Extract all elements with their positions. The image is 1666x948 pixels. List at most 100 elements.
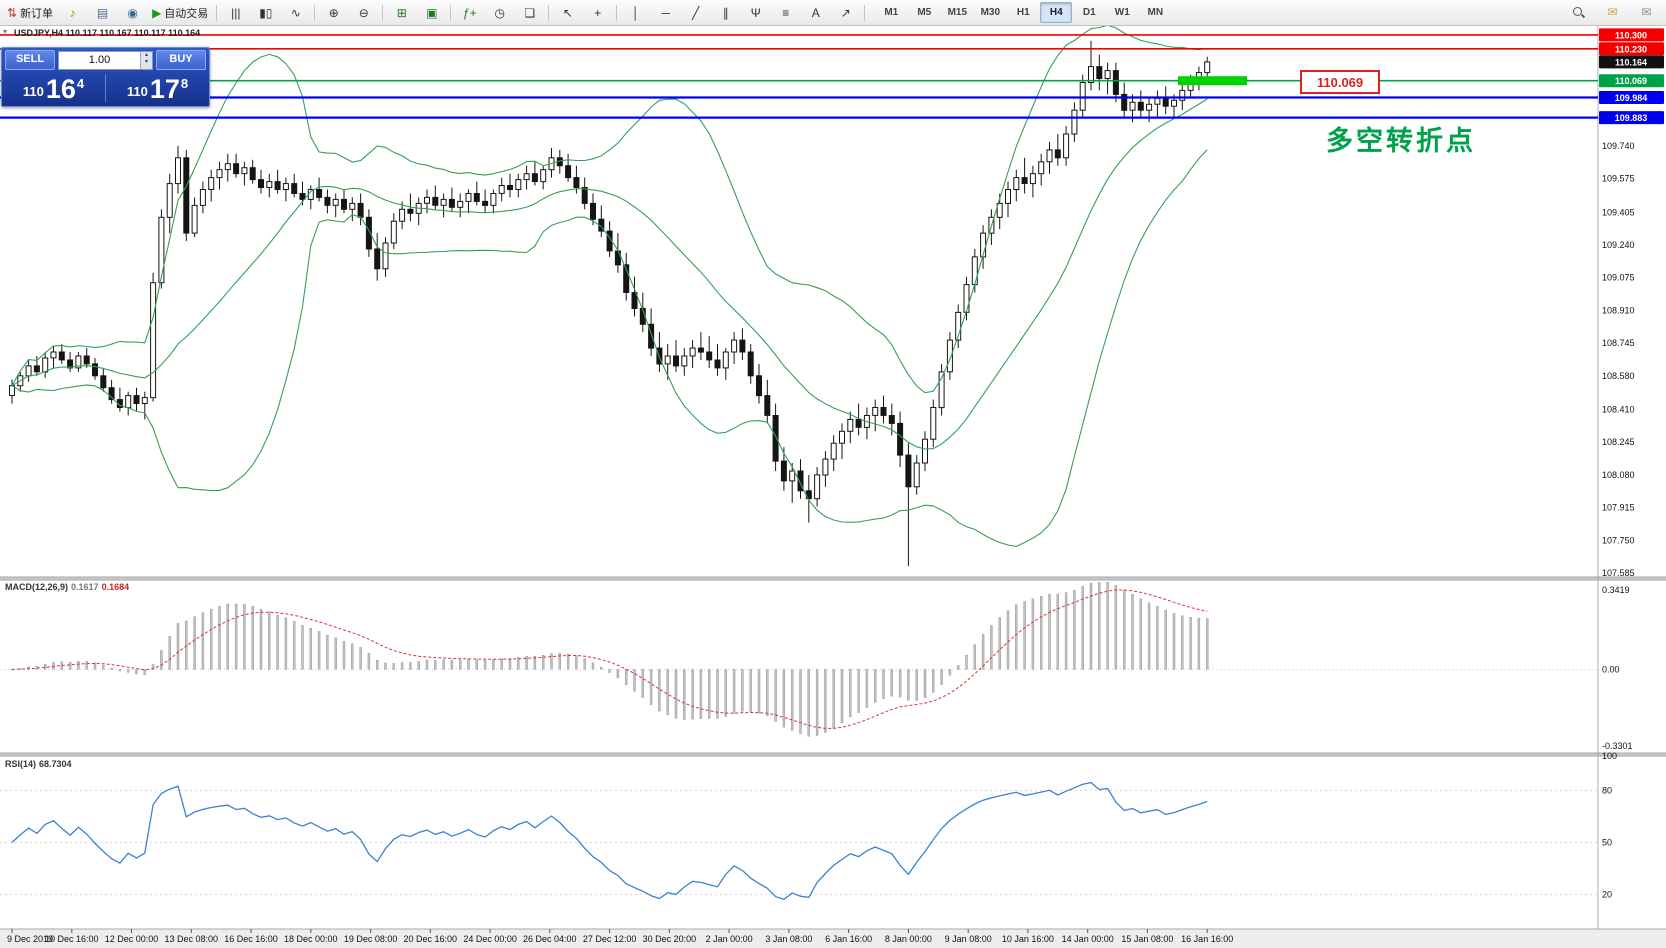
svg-text:27 Dec 12:00: 27 Dec 12:00 — [583, 934, 637, 944]
svg-text:107.750: 107.750 — [1602, 535, 1635, 545]
svg-text:50: 50 — [1602, 838, 1612, 848]
svg-text:109.405: 109.405 — [1602, 207, 1635, 217]
one-click-collapse-icon[interactable]: ▾ — [3, 27, 8, 36]
crosshair-button[interactable]: + — [583, 1, 612, 24]
volume-input[interactable] — [59, 51, 140, 69]
fibonacci-icon: ≡ — [782, 5, 790, 20]
svg-text:24 Dec 00:00: 24 Dec 00:00 — [463, 934, 517, 944]
timeframe-mn-button[interactable]: MN — [1147, 7, 1164, 18]
price-axis-labels: 109.740 109.575 109.405 109.240 109.075 108.9… — [1602, 141, 1635, 578]
spinner-down-icon[interactable]: ▾ — [144, 58, 148, 65]
horizontal-line-icon: ─ — [661, 5, 671, 20]
profile-button[interactable]: ▤ — [88, 1, 117, 24]
sound-button[interactable]: ♪ — [58, 1, 87, 24]
bar-chart-button[interactable]: ||| — [221, 1, 250, 24]
candlestick-chart-button[interactable]: ▮▯ — [251, 1, 280, 24]
timeframe-m1-button[interactable]: M1 — [884, 7, 899, 18]
sell-price[interactable]: 110 16 4 — [2, 71, 105, 105]
line-chart-button[interactable]: ∿ — [281, 1, 310, 24]
svg-text:109.575: 109.575 — [1602, 174, 1635, 184]
timeframe-d1-button[interactable]: D1 — [1082, 7, 1096, 18]
community-chat-button[interactable]: ✉ — [1632, 1, 1661, 24]
toolbar: ⇅ 新订单 ♪ ▤ ◉ ▶ 自动交易 ||| ▮▯ ∿ ⊕ ⊖ ⊞ ▣ ƒ+ ◷ ❏ ↖ + │ ─ ╱ ∥ Ψ ≡ A ↗ M1 M5… — [0, 0, 1666, 26]
line-chart-icon: ∿ — [290, 5, 301, 20]
cascade-windows-icon: ▣ — [426, 5, 438, 20]
timeframe-m30-button[interactable]: M30 — [980, 7, 1001, 18]
toolbar-left-group: ⇅ 新订单 ♪ ▤ ◉ ▶ 自动交易 ||| ▮▯ ∿ ⊕ ⊖ ⊞ ▣ ƒ+ ◷ ❏ ↖ + │ ─ ╱ ∥ Ψ ≡ A ↗ M1 M5… — [3, 1, 1171, 24]
fibonacci-button[interactable]: ≡ — [771, 1, 800, 24]
turning-point-annotation[interactable]: 多空转折点 — [1326, 126, 1476, 156]
sell-button[interactable]: SELL — [5, 50, 55, 70]
svg-text:108.580: 108.580 — [1602, 371, 1635, 381]
zoom-out-icon: ⊖ — [358, 5, 369, 20]
volume-spinner[interactable]: ▴ ▾ — [140, 51, 152, 69]
spinner-up-icon[interactable]: ▴ — [144, 51, 148, 58]
svg-text:14 Jan 00:00: 14 Jan 00:00 — [1062, 934, 1114, 944]
pane-separator[interactable] — [0, 577, 1666, 580]
pitchfork-button[interactable]: Ψ — [741, 1, 770, 24]
svg-text:8 Jan 00:00: 8 Jan 00:00 — [885, 934, 932, 944]
highlight-zone[interactable] — [1178, 76, 1247, 86]
toolbar-separator — [548, 4, 550, 21]
arrows-icon: ↗ — [840, 5, 851, 20]
macd-main-value: 0.1617 — [71, 582, 99, 592]
new-chart-icon: ❏ — [524, 5, 536, 20]
arrows-button[interactable]: ↗ — [831, 1, 860, 24]
one-click-trading-panel: SELL ▴▾ BUY 110 16 4 110 17 8 — [1, 47, 210, 107]
text-button[interactable]: A — [801, 1, 830, 24]
rsi-pane: 100 80 50 20 — [0, 751, 1617, 901]
rsi-line — [11, 781, 1208, 901]
tile-windows-icon: ⊞ — [396, 5, 407, 20]
svg-text:108.910: 108.910 — [1602, 305, 1635, 315]
trendline-button[interactable]: ╱ — [681, 1, 710, 24]
svg-text:108.410: 108.410 — [1602, 405, 1635, 415]
price-callout-label[interactable]: 110.069 — [1300, 70, 1380, 94]
buy-price-big: 17 — [149, 74, 180, 104]
zoom-out-button[interactable]: ⊖ — [349, 1, 378, 24]
cursor-icon: ↖ — [562, 5, 573, 20]
cascade-windows-button[interactable]: ▣ — [417, 1, 446, 24]
pane-separator[interactable] — [0, 753, 1666, 756]
cursor-button[interactable]: ↖ — [553, 1, 582, 24]
period-button[interactable]: ◷ — [485, 1, 514, 24]
sound-icon: ♪ — [69, 5, 76, 20]
svg-text:108.745: 108.745 — [1602, 338, 1635, 348]
buy-price-sup: 8 — [180, 76, 189, 91]
svg-text:107.915: 107.915 — [1602, 503, 1635, 513]
svg-text:110.164: 110.164 — [1615, 57, 1647, 67]
timeframe-h1-button[interactable]: H1 — [1016, 7, 1030, 18]
timeframe-h4-button[interactable]: H4 — [1040, 2, 1073, 23]
autotrading-button[interactable]: ▶ 自动交易 — [148, 1, 212, 24]
zoom-in-button[interactable]: ⊕ — [319, 1, 348, 24]
buy-price[interactable]: 110 17 8 — [106, 71, 209, 105]
autotrading-button-label: 自动交易 — [164, 7, 209, 20]
new-chart-button[interactable]: ❏ — [515, 1, 544, 24]
indicators-button[interactable]: ƒ+ — [455, 1, 484, 24]
indicators-icon: ƒ+ — [462, 5, 477, 20]
svg-text:-0.3301: -0.3301 — [1602, 741, 1633, 751]
timeframe-m5-button[interactable]: M5 — [917, 7, 932, 18]
new-order-button[interactable]: ⇅ 新订单 — [3, 1, 57, 24]
channel-button[interactable]: ∥ — [711, 1, 740, 24]
timeframe-m15-button[interactable]: M15 — [947, 7, 968, 18]
community-button[interactable]: ◉ — [118, 1, 147, 24]
toolbar-separator — [314, 4, 316, 21]
timeframe-w1-button[interactable]: W1 — [1114, 7, 1130, 18]
svg-text:110.230: 110.230 — [1615, 44, 1647, 54]
buy-button[interactable]: BUY — [156, 50, 206, 70]
bar-chart-icon: ||| — [231, 5, 241, 20]
new-order-button-label: 新订单 — [20, 7, 54, 20]
search-button[interactable] — [1564, 1, 1593, 24]
tile-windows-button[interactable]: ⊞ — [387, 1, 416, 24]
rsi-value: 68.7304 — [39, 759, 72, 769]
profile-icon: ▤ — [96, 5, 109, 20]
macd-indicator-label: MACD(12,26,9) 0.1617 0.1684 — [5, 582, 129, 592]
horizontal-line-button[interactable]: ─ — [651, 1, 680, 24]
svg-text:109.075: 109.075 — [1602, 273, 1635, 283]
vertical-line-button[interactable]: │ — [621, 1, 650, 24]
svg-text:108.245: 108.245 — [1602, 437, 1635, 447]
chat-button[interactable]: ✉ — [1598, 1, 1627, 24]
community-chat-icon: ✉ — [1641, 5, 1652, 19]
